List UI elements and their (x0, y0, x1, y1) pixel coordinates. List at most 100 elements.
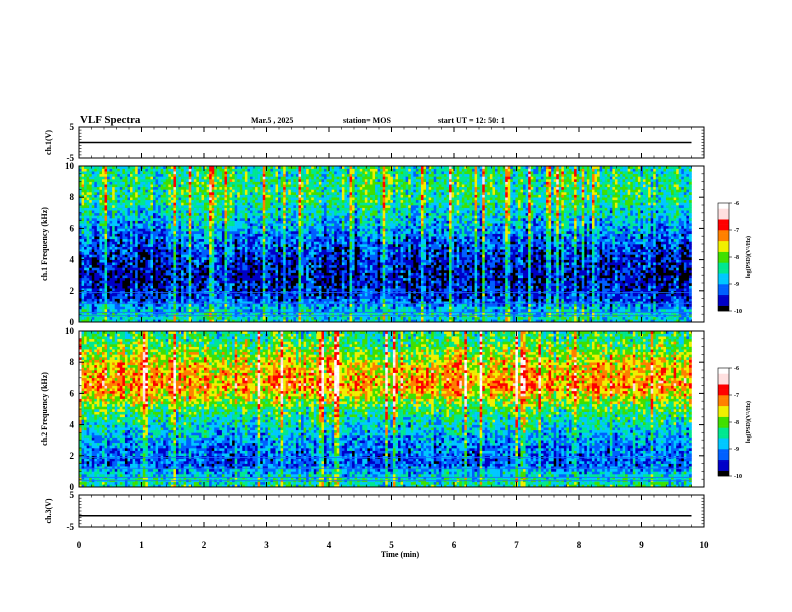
spectrogram-cell (265, 236, 269, 240)
spectrogram-cell (81, 283, 85, 286)
spectrogram-cell (252, 189, 256, 193)
spectrogram-cell (278, 228, 281, 232)
spectrogram-cell (109, 179, 113, 182)
spectrogram-cell (142, 236, 146, 240)
spectrogram-cell (89, 259, 93, 263)
spectrogram-cell (142, 215, 146, 219)
spectrogram-cell (101, 197, 105, 201)
spectrogram-cell (104, 179, 108, 182)
spectrogram-cell (104, 194, 108, 198)
spectrogram-cell (216, 186, 220, 190)
spectrogram-cell (224, 166, 228, 169)
spectrogram-cell (135, 311, 138, 315)
spectrogram-cell (237, 272, 241, 276)
spectrogram-cell (158, 267, 161, 271)
spectrogram-cell (198, 210, 202, 214)
spectrogram-cell (79, 298, 82, 302)
spectrogram-cell (104, 293, 108, 297)
spectrogram-cell (188, 231, 192, 234)
spectrogram-cell (186, 225, 190, 229)
spectrogram-cell (147, 205, 151, 208)
spectrogram-cell (247, 176, 251, 180)
spectrogram-cell (283, 186, 287, 190)
spectrogram-cell (204, 288, 207, 292)
spectrogram-cell (247, 181, 251, 185)
spectrogram-cell (140, 205, 144, 208)
spectrogram-cell (168, 168, 172, 172)
spectrogram-cell (265, 301, 269, 305)
spectrogram-cell (153, 303, 156, 307)
spectrogram-cell (227, 257, 230, 260)
spectrogram-cell (216, 241, 220, 245)
spectrogram-cell (275, 262, 279, 266)
spectrogram-cell (91, 296, 95, 299)
spectrogram-cell (109, 233, 113, 237)
spectrogram-cell (265, 231, 269, 234)
spectrogram-cell (270, 257, 274, 260)
spectrogram-cell (252, 210, 256, 214)
spectrogram-cell (260, 218, 264, 221)
spectrogram-cell (181, 316, 184, 320)
spectrogram-cell (237, 298, 241, 302)
spectrogram-cell (221, 311, 225, 315)
spectrogram-cell (237, 316, 241, 320)
spectrogram-cell (124, 207, 128, 211)
spectrogram-cell (193, 306, 197, 310)
spectrogram-cell (114, 303, 118, 307)
spectrogram-cell (79, 205, 82, 208)
spectrogram-cell (170, 251, 174, 255)
spectrogram-cell (137, 231, 141, 234)
spectrogram-cell (232, 233, 235, 237)
spectrogram-cell (229, 270, 233, 273)
spectrogram-cell (267, 173, 271, 177)
spectrogram-cell (175, 197, 179, 201)
spectrogram-cell (211, 319, 215, 323)
spectrogram-cell (135, 296, 138, 299)
spectrogram-cell (142, 270, 146, 273)
spectrogram-cell (165, 233, 169, 237)
spectrogram-cell (173, 207, 177, 211)
spectrogram-cell (283, 207, 287, 211)
spectrogram-cell (237, 246, 241, 250)
spectrogram-cell (183, 309, 187, 312)
spectrogram-cell (160, 267, 164, 271)
spectrogram-cell (163, 285, 167, 289)
spectrogram-cell (227, 233, 230, 237)
spectrogram-cell (132, 186, 136, 190)
spectrogram-cell (242, 280, 246, 284)
spectrogram-cell (99, 293, 103, 297)
spectrogram-cell (224, 303, 228, 307)
spectrogram-cell (209, 225, 213, 229)
spectrogram-cell (165, 186, 169, 190)
spectrogram-cell (147, 280, 151, 284)
spectrogram-cell (168, 296, 172, 299)
spectrogram-cell (99, 202, 103, 206)
spectrogram-cell (175, 238, 179, 242)
spectrogram-cell (119, 218, 123, 221)
spectrogram-cell (175, 254, 179, 258)
spectrogram-cell (229, 293, 233, 297)
spectrogram-cell (79, 189, 82, 193)
spectrogram-cell (216, 218, 220, 221)
spectrogram-cell (104, 220, 108, 224)
spectrogram-cell (89, 277, 93, 281)
spectrogram-cell (101, 288, 105, 292)
spectrogram-cell (155, 303, 159, 307)
spectrogram-cell (107, 236, 110, 240)
spectrogram-cell (142, 264, 146, 268)
spectrogram-cell (260, 298, 264, 302)
spectrogram-cell (135, 241, 138, 245)
spectrogram-cell (91, 241, 95, 245)
spectrogram-cell (283, 319, 287, 323)
spectrogram-cell (117, 205, 121, 208)
spectrogram-cell (229, 236, 233, 240)
spectrogram-cell (267, 254, 271, 258)
spectrogram-cell (147, 225, 151, 229)
spectrogram-cell (198, 249, 202, 253)
spectrogram-cell (219, 210, 223, 214)
spectrogram-cell (257, 194, 261, 198)
spectrogram-cell (255, 199, 258, 203)
spectrogram-cell (255, 236, 258, 240)
spectrogram-cell (137, 306, 141, 310)
spectrogram-cell (283, 238, 287, 242)
